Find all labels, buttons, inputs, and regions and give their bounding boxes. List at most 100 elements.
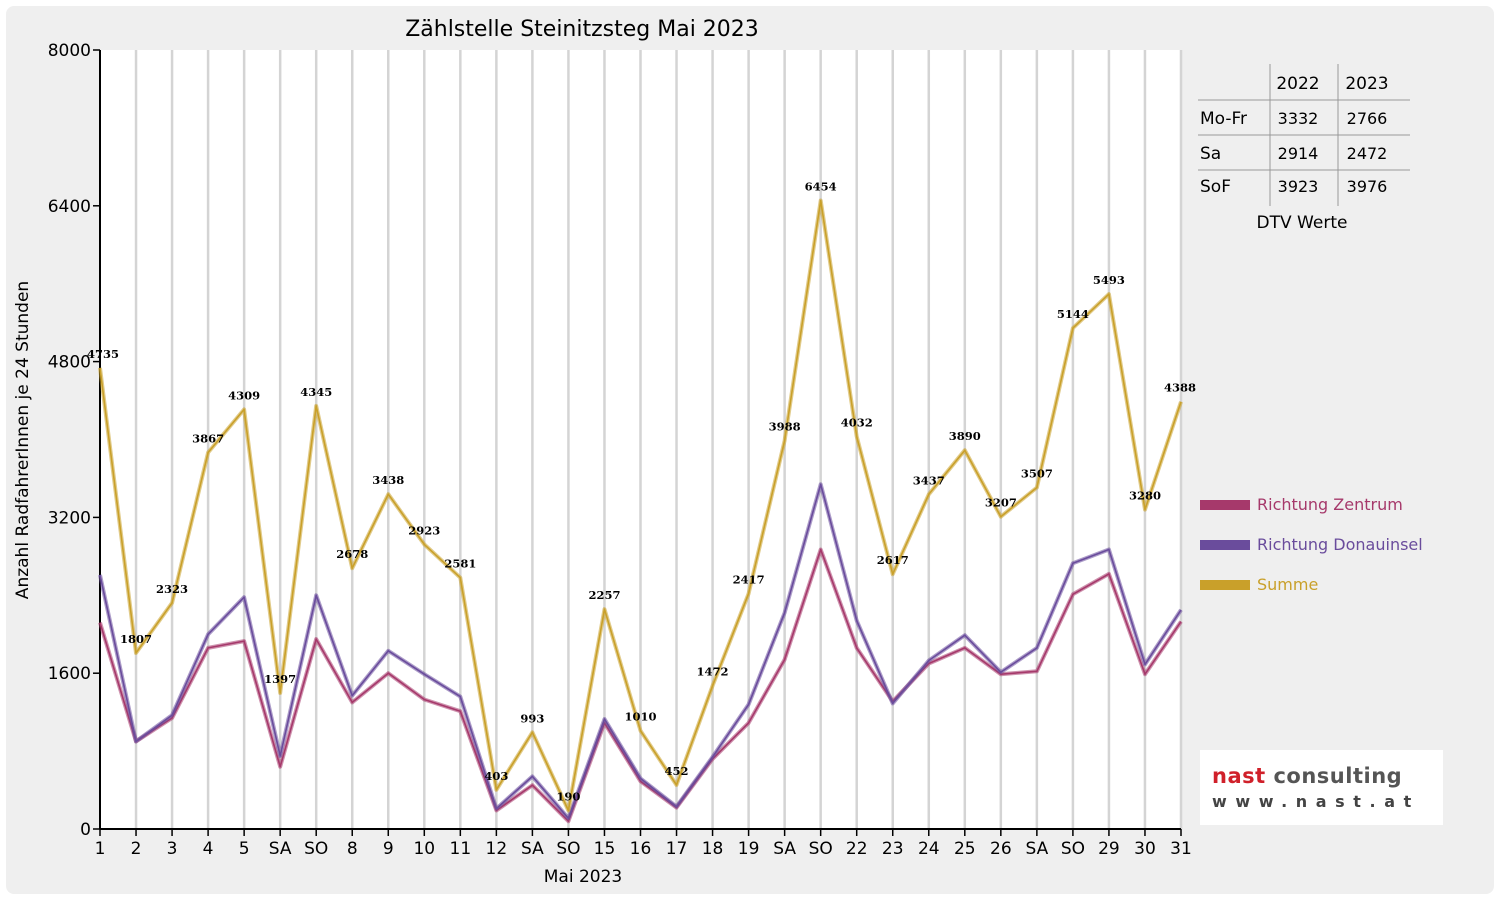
x-tick-label: SO [1061,839,1085,859]
x-tick-label: SA [269,839,292,859]
table-header-2022: 2022 [1276,74,1319,94]
y-tick-label: 3200 [48,508,91,528]
x-tick-label: 1 [95,839,106,859]
table-cell: 2472 [1347,144,1388,163]
data-label: 190 [556,789,580,803]
company-logo: nast consulting www.nast.at [1200,750,1443,825]
x-tick-label: SO [809,839,833,859]
table-cell: 3976 [1347,177,1388,196]
legend-swatch-donauinsel [1200,540,1250,550]
data-label: 3890 [949,429,981,443]
data-label: 1397 [264,672,296,686]
table-row-label: Mo-Fr [1200,109,1247,129]
x-tick-label: 12 [486,839,508,859]
x-tick-label: 31 [1170,839,1192,859]
x-tick-label: 26 [990,839,1012,859]
x-tick-label: 30 [1134,839,1156,859]
data-label: 3280 [1129,489,1161,503]
x-tick-label: SA [1025,839,1048,859]
data-label: 4032 [841,415,873,429]
x-tick-label: SA [521,839,544,859]
data-label: 3437 [913,473,945,487]
series-lines [98,198,1183,824]
y-tick-label: 1600 [48,664,91,684]
x-tick-label: 16 [630,839,652,859]
y-tick-labels: 0 1600 3200 4800 6400 8000 [48,41,91,840]
table-cell: 2914 [1278,144,1319,163]
y-axis-title: Anzahl RadfahrerInnen je 24 Stunden [13,281,33,599]
x-tick-label: 18 [702,839,724,859]
table-cell: 3332 [1278,109,1319,128]
data-label: 4388 [1164,381,1196,395]
data-label: 3988 [769,420,801,434]
y-tick-label: 6400 [48,197,91,217]
table-header-2023: 2023 [1345,74,1388,94]
y-tick-label: 4800 [48,353,91,373]
data-label: 4309 [228,388,260,402]
x-tick-label: 29 [1098,839,1120,859]
dtv-table: 2022 2023 Mo-Fr 3332 2766 Sa 2914 2472 S… [1198,64,1410,233]
y-tick-label: 8000 [48,41,91,61]
x-tick-label: 15 [594,839,616,859]
data-label: 2678 [336,547,368,561]
data-label: 1010 [624,710,656,724]
x-tick-labels: 1 2 3 4 5 SA SO 8 9 10 11 12 SA SO 15 16 17 18 19 SA SO 22 23 2… [95,839,1192,859]
data-label: 403 [484,769,508,783]
x-tick-label: 11 [450,839,472,859]
data-label: 452 [665,764,689,778]
table-cell: 3923 [1278,177,1319,196]
data-label: 2581 [444,557,476,571]
data-label: 2323 [156,582,188,596]
data-label: 3438 [372,473,404,487]
x-tick-label: 24 [918,839,940,859]
data-label: 5493 [1093,273,1125,287]
x-tick-label: 5 [239,839,250,859]
data-label: 4735 [87,347,119,361]
x-tick-label: 19 [738,839,760,859]
data-label: 5144 [1057,307,1089,321]
data-label: 3207 [985,496,1017,510]
legend-label-zentrum: Richtung Zentrum [1257,495,1403,514]
series-line-summe [99,199,1182,812]
y-tick-label: 0 [80,820,91,840]
x-tick-label: SO [556,839,580,859]
legend-swatch-zentrum [1200,500,1250,510]
legend-label-summe: Summe [1257,575,1318,594]
chart-title: Zählstelle Steinitzsteg Mai 2023 [405,17,759,42]
data-labels: 4735 1807 2323 3867 4309 1397 4345 2678 3438 2923… [87,180,1196,804]
data-label: 2617 [877,553,909,567]
table-caption: DTV Werte [1257,213,1348,233]
x-tick-label: 23 [882,839,904,859]
x-tick-label: 3 [167,839,178,859]
data-label: 3507 [1021,467,1053,481]
x-tick-label: 22 [846,839,868,859]
x-tick-label: 10 [413,839,435,859]
x-tick-label: SA [773,839,796,859]
data-label: 3867 [192,431,224,445]
table-row-label: Sa [1200,144,1221,164]
legend-label-donauinsel: Richtung Donauinsel [1257,535,1423,554]
data-label: 2923 [408,523,440,537]
logo-url: www.nast.at [1212,792,1420,811]
x-tick-label: 4 [203,839,214,859]
data-label: 2257 [588,588,620,602]
table-cell: 2766 [1347,109,1388,128]
data-label: 6454 [805,180,837,194]
logo-wordmark: nast consulting [1212,764,1403,788]
data-label: 4345 [300,385,332,399]
data-label: 1807 [120,632,152,646]
data-label: 1472 [697,665,729,679]
legend-swatch-summe [1200,580,1250,590]
x-tick-label: 9 [383,839,394,859]
series-line-donauinsel [99,483,1182,820]
x-axis-title: Mai 2023 [544,867,622,887]
x-tick-label: 2 [131,839,142,859]
x-tick-label: 25 [954,839,976,859]
axes [93,49,1182,836]
x-tick-label: 8 [347,839,358,859]
x-tick-label: 17 [666,839,688,859]
legend: Richtung Zentrum Richtung Donauinsel Sum… [1200,495,1423,594]
table-row-label: SoF [1200,177,1231,197]
data-label: 993 [520,711,544,725]
